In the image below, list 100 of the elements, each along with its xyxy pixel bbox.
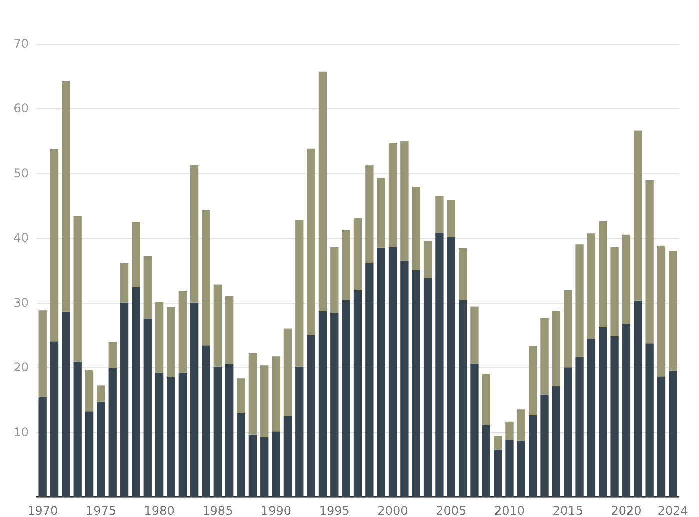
y-tick-label: 40 xyxy=(14,231,29,246)
bar xyxy=(85,412,94,497)
bar xyxy=(120,263,129,303)
bar xyxy=(377,178,386,248)
bar xyxy=(412,270,420,497)
x-tick-label: 1975 xyxy=(86,504,116,517)
bar xyxy=(260,437,269,497)
bar xyxy=(599,221,608,328)
bar xyxy=(494,436,502,450)
y-tick-label: 20 xyxy=(14,360,29,375)
bar xyxy=(436,232,444,497)
bar xyxy=(108,342,117,368)
bar xyxy=(610,336,619,497)
bar xyxy=(646,344,654,497)
bar xyxy=(178,291,187,373)
bar xyxy=(342,230,350,300)
bar xyxy=(354,290,362,497)
bar xyxy=(400,260,409,497)
bar xyxy=(388,247,398,497)
bar xyxy=(517,440,526,497)
bar xyxy=(646,180,654,344)
x-tick-label: 2005 xyxy=(436,504,467,517)
bar xyxy=(599,327,608,497)
bar xyxy=(272,432,280,497)
bar xyxy=(366,166,374,264)
bar xyxy=(564,290,572,368)
bar xyxy=(657,246,666,377)
x-tick-label: 2020 xyxy=(611,504,642,517)
bar xyxy=(155,372,164,497)
bar xyxy=(50,149,59,342)
bar xyxy=(38,310,47,397)
bar xyxy=(97,386,106,402)
bar xyxy=(622,324,631,497)
bar xyxy=(38,396,47,497)
x-tick-label: 2010 xyxy=(494,504,526,517)
bar xyxy=(424,278,432,497)
bar xyxy=(214,366,222,497)
bar xyxy=(97,402,106,497)
bar xyxy=(260,366,269,438)
bar xyxy=(296,220,304,367)
bar xyxy=(552,311,561,386)
bar xyxy=(540,394,549,497)
bar xyxy=(447,237,456,497)
bar xyxy=(669,251,678,371)
x-tick-label: 1980 xyxy=(144,504,175,517)
bar xyxy=(576,244,584,358)
bar xyxy=(226,296,234,364)
bar xyxy=(144,319,152,497)
bar xyxy=(400,141,409,261)
bar xyxy=(214,284,222,367)
bar xyxy=(307,148,316,336)
bar xyxy=(330,313,339,497)
bar xyxy=(190,302,199,497)
bar xyxy=(354,218,362,291)
bar xyxy=(482,425,490,497)
bar xyxy=(178,372,187,497)
bar xyxy=(622,234,631,324)
bar xyxy=(587,339,596,497)
bar xyxy=(74,362,82,497)
bar xyxy=(318,311,328,497)
bar xyxy=(132,222,140,288)
bar xyxy=(424,241,432,278)
bar xyxy=(494,450,502,497)
bar xyxy=(318,72,328,312)
bar xyxy=(657,376,666,497)
bar xyxy=(634,130,642,301)
bar xyxy=(610,247,619,337)
bar xyxy=(62,82,70,312)
x-tick-label: 1990 xyxy=(261,504,292,517)
bar xyxy=(366,263,374,497)
bar xyxy=(155,302,164,373)
bar xyxy=(587,234,596,340)
bar xyxy=(377,248,386,497)
bar xyxy=(284,416,292,497)
bar xyxy=(226,364,234,497)
bar xyxy=(564,368,572,497)
bar xyxy=(458,300,468,497)
bar xyxy=(237,414,246,497)
bar xyxy=(307,335,316,497)
x-tick-label: 1970 xyxy=(28,504,58,517)
y-tick-label: 60 xyxy=(14,102,29,116)
bar xyxy=(85,370,94,412)
bar xyxy=(62,312,70,497)
bar xyxy=(470,306,479,364)
x-tick-label: 1995 xyxy=(319,504,350,517)
bar xyxy=(506,440,514,497)
x-tick-label: 2024 xyxy=(658,504,688,517)
bar xyxy=(458,248,468,300)
bar xyxy=(167,377,176,497)
bar xyxy=(669,370,678,497)
bar xyxy=(108,368,117,497)
bar xyxy=(447,200,456,238)
bar xyxy=(388,143,398,248)
bar xyxy=(576,357,584,497)
y-tick-label: 10 xyxy=(14,425,29,440)
bar xyxy=(202,210,210,346)
bar xyxy=(272,356,280,432)
bar xyxy=(190,165,199,303)
bar xyxy=(74,216,82,362)
bar xyxy=(330,247,339,314)
